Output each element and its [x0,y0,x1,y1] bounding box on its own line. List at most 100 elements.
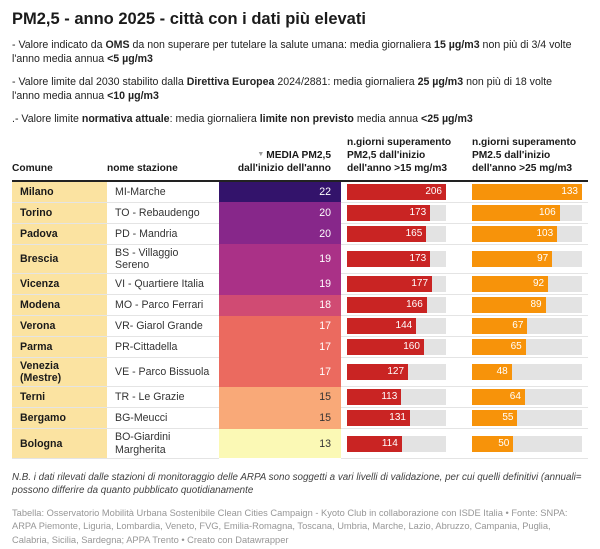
comune-cell: Vicenza [12,273,107,296]
note-paragraph: .- Valore limite normativa attuale: medi… [12,112,473,125]
days-over-15-bar: 144 [347,318,417,335]
days-over-25-bar: 103 [472,225,558,242]
media-heatmap-cell: 17 [219,315,341,337]
stazione-cell: MI-Marche [107,180,219,203]
pm25-table: Comune nome stazione ▼ MEDIA PM2,5 dall'i… [12,135,588,459]
days-over-25-cell: 103 [466,223,588,245]
days-over-15-track: 144 [347,318,446,335]
comune-cell: Verona [12,315,107,338]
stazione-cell: BG-Meucci [107,407,219,430]
media-heatmap-cell: 13 [219,428,341,459]
column-header-stazione[interactable]: nome stazione [107,135,219,182]
days-over-25-cell: 89 [466,294,588,317]
days-over-25-cell: 97 [466,244,588,275]
days-over-15-cell: 165 [341,223,466,245]
comune-cell: Torino [12,202,107,224]
days-over-25-bar: 67 [472,318,528,335]
days-over-15-cell: 206 [341,180,466,203]
days-over-25-track: 50 [472,435,582,452]
days-over-15-track: 166 [347,297,446,314]
days-over-25-bar: 55 [472,410,518,427]
days-over-25-bar: 133 [472,183,582,200]
days-over-15-cell: 173 [341,202,466,224]
days-over-25-bar: 97 [472,250,553,267]
column-header-media[interactable]: ▼ MEDIA PM2,5 dall'inizio dell'anno [219,135,341,182]
stazione-cell: PD - Mandria [107,223,219,245]
days-over-25-bar: 106 [472,204,560,221]
comune-cell: Padova [12,223,107,245]
days-over-25-cell: 133 [466,180,588,203]
table-row: Vicenza VI - Quartiere Italia 19 177 92 [12,273,588,296]
comune-cell: Bologna [12,428,107,459]
days-over-15-cell: 113 [341,386,466,409]
stazione-cell: TO - Rebaudengo [107,202,219,224]
media-heatmap-cell: 17 [219,357,341,387]
days-over-25-bar: 64 [472,389,525,406]
days-over-15-cell: 144 [341,315,466,338]
media-heatmap-cell: 20 [219,202,341,224]
days-over-25-bar: 48 [472,364,512,381]
column-header-giorni25[interactable]: n.giorni superamento PM2.5 dall'inizio d… [466,135,588,182]
media-heatmap-cell: 20 [219,223,341,245]
days-over-25-cell: 106 [466,202,588,224]
days-over-25-track: 92 [472,276,582,293]
comune-cell: Milano [12,180,107,203]
days-over-25-cell: 67 [466,315,588,338]
days-over-25-track: 97 [472,250,582,267]
days-over-15-bar: 173 [347,250,431,267]
days-over-15-track: 127 [347,364,446,381]
days-over-15-cell: 131 [341,407,466,430]
days-over-15-bar: 113 [347,389,402,406]
comune-cell: Modena [12,294,107,317]
table-row: Modena MO - Parco Ferrari 18 166 89 [12,294,588,317]
media-heatmap-cell: 19 [219,244,341,274]
days-over-25-cell: 64 [466,386,588,409]
days-over-25-track: 48 [472,364,582,381]
days-over-15-cell: 160 [341,336,466,359]
table-row: Parma PR-Cittadella 17 160 65 [12,336,588,359]
days-over-25-cell: 48 [466,357,588,388]
table-row: Brescia BS - Villaggio Sereno 19 173 97 [12,244,588,275]
days-over-15-bar: 160 [347,339,424,356]
media-heatmap-cell: 15 [219,386,341,408]
credits-line: Tabella: Osservatorio Mobilità Urbana So… [12,507,568,545]
comune-cell: Venezia (Mestre) [12,357,107,388]
days-over-15-track: 113 [347,389,446,406]
comune-cell: Bergamo [12,407,107,430]
days-over-25-track: 64 [472,389,582,406]
days-over-15-bar: 131 [347,410,410,427]
days-over-15-track: 206 [347,183,446,200]
column-header-media-label: MEDIA PM2,5 dall'inizio dell'anno [237,149,331,174]
column-header-comune[interactable]: Comune [12,135,107,182]
note-paragraph: - Valore limite dal 2030 stabilito dalla… [12,75,553,102]
comune-cell: Parma [12,336,107,359]
days-over-15-cell: 177 [341,273,466,296]
days-over-15-cell: 166 [341,294,466,317]
table-row: Verona VR- Giarol Grande 17 144 67 [12,315,588,338]
days-over-15-bar: 206 [347,183,446,200]
table-body: Milano MI-Marche 22 206 133 Torino TO - … [12,180,588,459]
days-over-25-track: 103 [472,225,582,242]
column-header-giorni15[interactable]: n.giorni superamento PM2,5 dall'inizio d… [341,135,466,182]
days-over-25-track: 106 [472,204,582,221]
days-over-25-cell: 55 [466,407,588,430]
days-over-15-track: 173 [347,204,446,221]
stazione-cell: BO-Giardini Margherita [107,428,219,459]
stazione-cell: PR-Cittadella [107,336,219,359]
table-row: Padova PD - Mandria 20 165 103 [12,223,588,245]
media-heatmap-cell: 17 [219,336,341,358]
notes: - Valore indicato da OMS da non superare… [12,39,588,127]
days-over-15-bar: 166 [347,297,427,314]
days-over-15-bar: 114 [347,435,402,452]
table-row: Torino TO - Rebaudengo 20 173 106 [12,202,588,224]
days-over-25-cell: 92 [466,273,588,296]
table-header-row: Comune nome stazione ▼ MEDIA PM2,5 dall'i… [12,135,588,182]
table-row: Bergamo BG-Meucci 15 131 55 [12,407,588,430]
days-over-15-track: 173 [347,250,446,267]
days-over-15-cell: 127 [341,357,466,388]
table-row: Milano MI-Marche 22 206 133 [12,180,588,203]
days-over-15-track: 160 [347,339,446,356]
stazione-cell: MO - Parco Ferrari [107,294,219,317]
media-heatmap-cell: 22 [219,180,341,203]
